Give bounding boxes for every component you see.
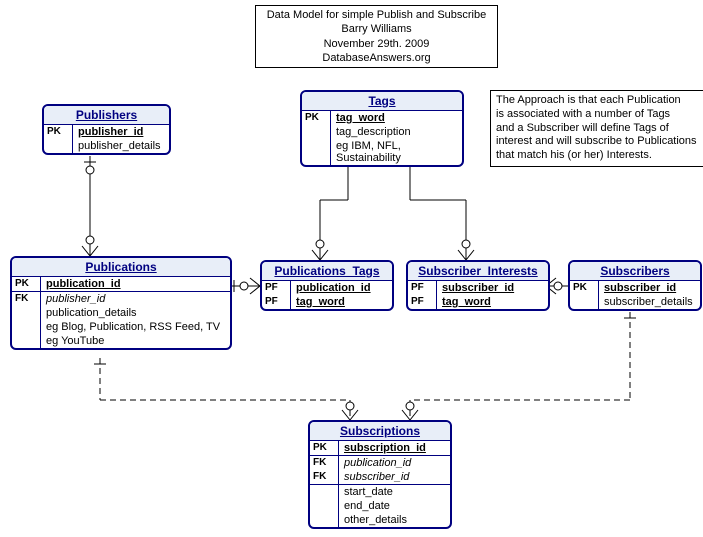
attr-row: eg Blog, Publication, RSS Feed, TV (12, 320, 230, 334)
entity-header: Subscribers (570, 262, 700, 281)
note-line2: is associated with a number of Tags (496, 108, 703, 122)
attr-row: FKpublisher_id (12, 292, 230, 307)
attr-row: PFsubscriber_id (408, 281, 548, 295)
attr-name: start_date (339, 485, 451, 500)
attr-key: FK (310, 470, 339, 485)
attr-row: PKsubscription_id (310, 441, 450, 456)
attr-key (12, 334, 41, 348)
attr-key: PF (262, 295, 291, 309)
note-line3: and a Subscriber will define Tags of (496, 122, 703, 136)
attr-row: PFtag_word (408, 295, 548, 309)
attr-name: end_date (339, 499, 451, 513)
entity-subscriptions: SubscriptionsPKsubscription_idFKpublicat… (308, 420, 452, 529)
entity-tags: TagsPKtag_wordtag_descriptioneg IBM, NFL… (300, 90, 464, 167)
title-line3: November 29th. 2009 (264, 37, 489, 51)
entity-header: Subscriptions (310, 422, 450, 441)
title-line1: Data Model for simple Publish and Subscr… (264, 8, 489, 22)
attr-row: start_date (310, 485, 450, 500)
attr-row: other_details (310, 513, 450, 527)
attr-key (570, 295, 599, 309)
attr-key: PK (44, 125, 73, 139)
attr-row: PKpublication_id (12, 277, 230, 292)
entity-subscriber_interests: Subscriber_InterestsPFsubscriber_idPFtag… (406, 260, 550, 311)
entity-publications_tags: Publications_TagsPFpublication_idPFtag_w… (260, 260, 394, 311)
entity-body: PKsubscriber_idsubscriber_details (570, 281, 700, 309)
attr-name: subscription_id (339, 441, 451, 456)
attr-key (12, 320, 41, 334)
attr-row: eg YouTube (12, 334, 230, 348)
attr-row: PFtag_word (262, 295, 392, 309)
attr-key (302, 125, 331, 139)
attr-key: PK (302, 111, 331, 125)
attr-name: publication_id (339, 456, 451, 471)
attr-name: tag_word (291, 295, 393, 309)
entity-publishers: PublishersPKpublisher_idpublisher_detail… (42, 104, 171, 155)
attr-name: publisher_id (73, 125, 170, 139)
attr-key (310, 513, 339, 527)
attr-row: subscriber_details (570, 295, 700, 309)
attr-key (44, 139, 73, 153)
entity-header: Publications (12, 258, 230, 277)
entity-header: Tags (302, 92, 462, 111)
attr-name: other_details (339, 513, 451, 527)
entity-publications: PublicationsPKpublication_idFKpublisher_… (10, 256, 232, 350)
entity-body: PKpublication_idFKpublisher_idpublicatio… (12, 277, 230, 348)
entity-body: PKtag_wordtag_descriptioneg IBM, NFL, Su… (302, 111, 462, 165)
note-box: The Approach is that each Publication is… (490, 90, 703, 167)
attr-name: eg Blog, Publication, RSS Feed, TV (41, 320, 231, 334)
entity-body: PKsubscription_idFKpublication_idFKsubsc… (310, 441, 450, 527)
note-line1: The Approach is that each Publication (496, 94, 703, 108)
title-line2: Barry Williams (264, 22, 489, 36)
attr-key (310, 499, 339, 513)
attr-name: tag_description (331, 125, 463, 139)
attr-row: FKpublication_id (310, 456, 450, 471)
entity-subscribers: SubscribersPKsubscriber_idsubscriber_det… (568, 260, 702, 311)
attr-name: subscriber_id (339, 470, 451, 485)
entity-body: PKpublisher_idpublisher_details (44, 125, 169, 153)
attr-key: PF (408, 281, 437, 295)
attr-key: PK (310, 441, 339, 456)
attr-key: FK (310, 456, 339, 471)
attr-name: subscriber_details (599, 295, 701, 309)
attr-name: tag_word (331, 111, 463, 125)
attr-name: subscriber_id (599, 281, 701, 295)
attr-name: eg IBM, NFL, Sustainability (331, 139, 463, 165)
title-line4: DatabaseAnswers.org (264, 51, 489, 65)
attr-name: publication_id (291, 281, 393, 295)
attr-row: PKpublisher_id (44, 125, 169, 139)
attr-row: PKsubscriber_id (570, 281, 700, 295)
attr-row: publication_details (12, 306, 230, 320)
note-line5: that match his (or her) Interests. (496, 149, 703, 163)
attr-name: publisher_id (41, 292, 231, 307)
attr-key: FK (12, 292, 41, 307)
note-line4: interest and will subscribe to Publicati… (496, 135, 703, 149)
attr-key (12, 306, 41, 320)
attr-row: publisher_details (44, 139, 169, 153)
title-box: Data Model for simple Publish and Subscr… (255, 5, 498, 68)
attr-row: end_date (310, 499, 450, 513)
attr-row: PFpublication_id (262, 281, 392, 295)
entity-header: Publications_Tags (262, 262, 392, 281)
attr-key (310, 485, 339, 500)
attr-key: PF (408, 295, 437, 309)
attr-key: PF (262, 281, 291, 295)
entity-header: Subscriber_Interests (408, 262, 548, 281)
attr-name: eg YouTube (41, 334, 231, 348)
attr-name: subscriber_id (437, 281, 549, 295)
attr-key (302, 139, 331, 165)
attr-name: publisher_details (73, 139, 170, 153)
attr-row: FKsubscriber_id (310, 470, 450, 485)
entity-header: Publishers (44, 106, 169, 125)
attr-key: PK (570, 281, 599, 295)
attr-name: publication_details (41, 306, 231, 320)
entity-body: PFsubscriber_idPFtag_word (408, 281, 548, 309)
entity-body: PFpublication_idPFtag_word (262, 281, 392, 309)
attr-row: PKtag_word (302, 111, 462, 125)
attr-row: eg IBM, NFL, Sustainability (302, 139, 462, 165)
attr-row: tag_description (302, 125, 462, 139)
attr-key: PK (12, 277, 41, 292)
attr-name: tag_word (437, 295, 549, 309)
attr-name: publication_id (41, 277, 231, 292)
